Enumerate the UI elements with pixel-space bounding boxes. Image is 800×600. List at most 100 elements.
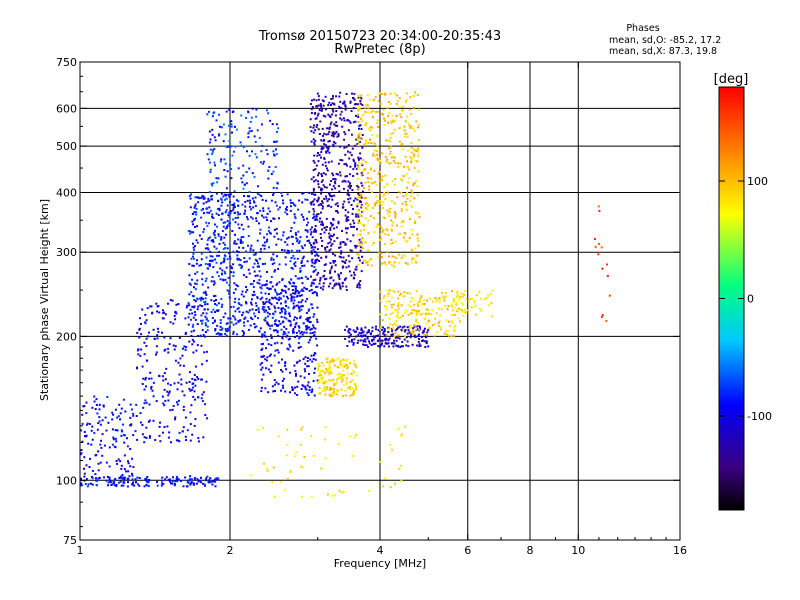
- echo-point: [361, 164, 364, 167]
- echo-point: [286, 347, 289, 350]
- echo-point: [328, 101, 331, 104]
- echo-point: [212, 149, 215, 152]
- echo-point: [400, 329, 403, 332]
- echo-point: [243, 212, 246, 215]
- echo-point: [416, 335, 419, 338]
- echo-point: [320, 369, 323, 372]
- echo-point: [408, 124, 411, 127]
- echo-point: [278, 281, 281, 284]
- echo-point: [394, 119, 397, 122]
- echo-point: [379, 233, 382, 236]
- echo-point: [345, 380, 348, 383]
- echo-point: [319, 370, 322, 373]
- echo-point: [199, 197, 202, 199]
- echo-point: [306, 198, 309, 201]
- echo-point: [315, 215, 318, 218]
- echo-point: [260, 248, 262, 251]
- echo-point: [234, 318, 237, 321]
- echo-point: [325, 226, 328, 228]
- echo-point: [359, 339, 362, 342]
- echo-point: [344, 328, 346, 331]
- echo-point: [343, 374, 346, 377]
- echo-point: [382, 192, 385, 195]
- echo-point: [325, 229, 328, 231]
- echo-point: [264, 319, 267, 322]
- echo-point: [131, 474, 134, 477]
- echo-point: [274, 310, 277, 313]
- phase-legend-line-o: mean, sd,O: -85.2, 17.2: [609, 35, 721, 46]
- echo-point: [200, 298, 203, 301]
- echo-point: [406, 92, 409, 95]
- echo-point: [399, 316, 402, 319]
- echo-point: [354, 268, 357, 271]
- echo-point: [393, 339, 395, 342]
- echo-point: [321, 179, 324, 182]
- echo-point: [174, 416, 177, 419]
- echo-point: [268, 288, 271, 291]
- echo-point: [200, 397, 203, 400]
- echo-point: [186, 429, 189, 432]
- echo-point: [268, 166, 271, 168]
- echo-point: [319, 377, 322, 380]
- echo-point: [329, 227, 332, 229]
- echo-point: [296, 289, 299, 292]
- echo-point: [336, 135, 339, 138]
- echo-point: [323, 278, 326, 281]
- echo-point: [161, 317, 164, 320]
- echo-point: [287, 319, 290, 322]
- echo-point: [379, 159, 382, 162]
- echo-point: [398, 232, 401, 235]
- echo-point: [417, 244, 420, 247]
- echo-point: [131, 457, 133, 460]
- echo-point: [253, 262, 256, 265]
- echo-point: [241, 314, 244, 317]
- echo-point: [206, 308, 209, 311]
- echo-point: [304, 385, 307, 388]
- echo-point: [380, 339, 383, 342]
- echo-point: [393, 255, 396, 258]
- echo-point: [262, 303, 265, 305]
- echo-point: [332, 110, 335, 113]
- echo-point: [272, 390, 275, 393]
- echo-point: [405, 203, 408, 206]
- echo-point: [381, 207, 384, 210]
- echo-point: [286, 243, 289, 246]
- echo-point: [167, 347, 169, 350]
- echo-point: [415, 261, 418, 264]
- echo-point: [310, 192, 313, 195]
- echo-point: [265, 297, 268, 300]
- echo-point: [240, 304, 243, 307]
- echo-point: [397, 427, 400, 430]
- echo-point: [400, 209, 403, 212]
- echo-point: [359, 229, 362, 232]
- echo-point: [366, 263, 369, 266]
- echo-point: [210, 198, 213, 201]
- echo-point: [346, 345, 349, 347]
- echo-point: [390, 120, 393, 123]
- echo-point: [168, 478, 171, 481]
- echo-point: [182, 485, 185, 488]
- echo-point: [310, 203, 313, 206]
- echo-point: [328, 362, 331, 365]
- echo-point: [271, 481, 274, 484]
- echo-point: [329, 370, 332, 372]
- echo-point: [307, 341, 310, 344]
- echo-point: [224, 221, 227, 224]
- echo-point: [313, 143, 316, 146]
- echo-point: [123, 476, 126, 479]
- echo-point: [422, 312, 425, 315]
- echo-point: [172, 344, 175, 347]
- echo-point: [372, 217, 375, 219]
- echo-point: [316, 344, 319, 347]
- echo-point: [97, 462, 100, 465]
- echo-point: [186, 485, 189, 488]
- echo-point: [120, 475, 122, 478]
- echo-point: [264, 292, 267, 295]
- chart-title: Tromsø 20150723 20:34:00-20:35:43: [258, 29, 501, 44]
- echo-point: [308, 241, 311, 244]
- echo-point: [320, 236, 322, 239]
- echo-point: [248, 154, 251, 157]
- echo-point: [279, 297, 282, 300]
- echo-point: [265, 347, 267, 350]
- echo-point: [382, 195, 385, 198]
